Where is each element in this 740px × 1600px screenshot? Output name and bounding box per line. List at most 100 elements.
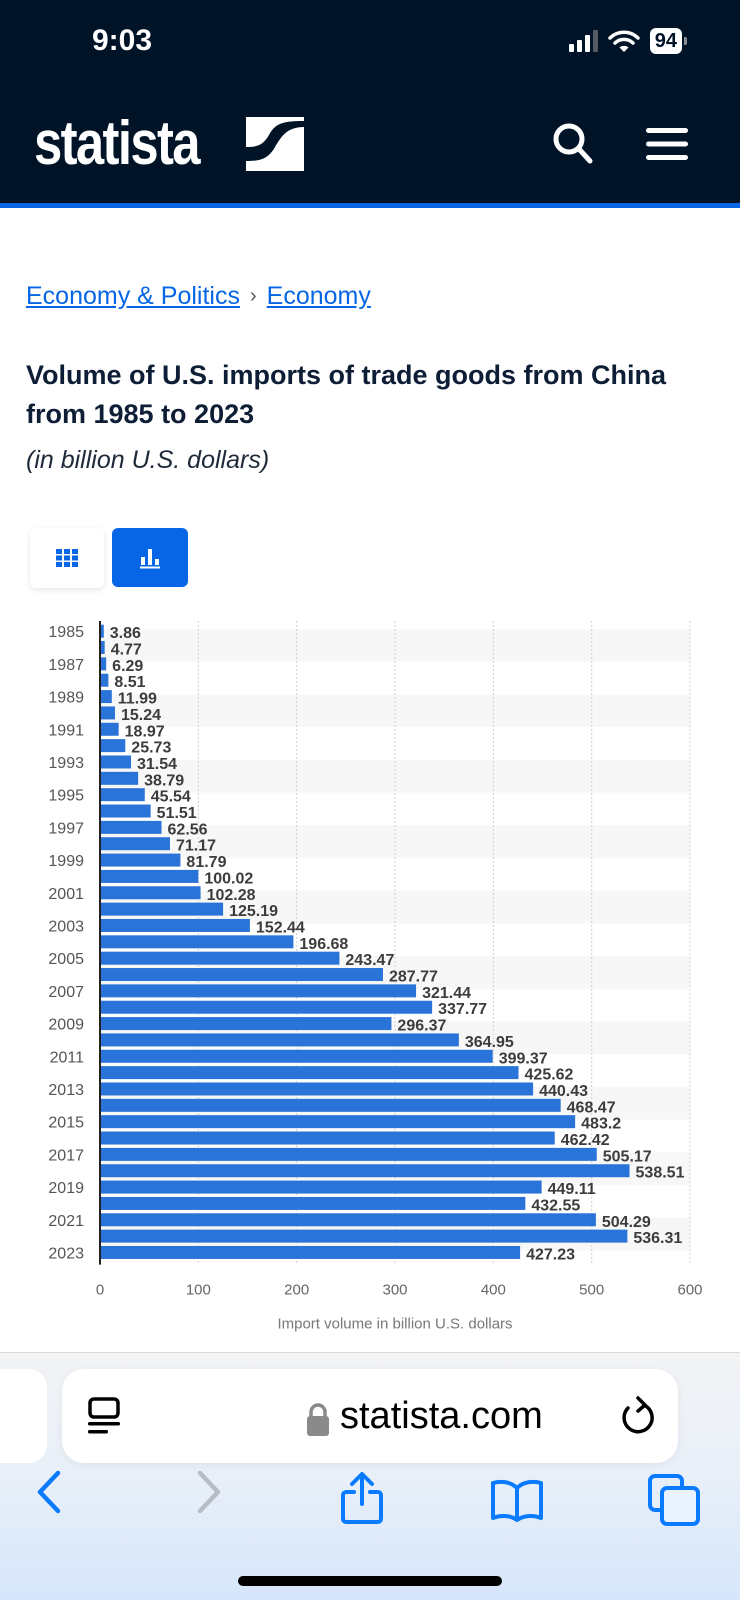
bar xyxy=(100,1000,433,1014)
tabs-icon[interactable] xyxy=(648,1474,700,1526)
breadcrumb-economy[interactable]: Economy xyxy=(266,282,371,310)
bar xyxy=(100,624,104,638)
table-view-button[interactable] xyxy=(30,528,104,588)
address-bar[interactable]: statista.com xyxy=(62,1369,678,1463)
value-label: 504.29 xyxy=(602,1214,651,1231)
year-label: 2013 xyxy=(48,1082,84,1099)
value-label: 364.95 xyxy=(465,1034,514,1051)
bar xyxy=(100,1164,630,1178)
bar xyxy=(100,641,105,655)
value-label: 337.77 xyxy=(438,1001,487,1018)
breadcrumb-economy-politics[interactable]: Economy & Politics xyxy=(26,282,240,310)
bar xyxy=(100,1245,521,1259)
bar xyxy=(100,935,294,949)
breadcrumb-separator: › xyxy=(249,285,257,307)
year-label: 2009 xyxy=(48,1017,84,1034)
year-label: 2011 xyxy=(50,1049,85,1066)
bar xyxy=(100,1180,542,1194)
chart-view-button[interactable] xyxy=(112,528,188,587)
year-label: 1997 xyxy=(48,820,84,837)
year-label: 1989 xyxy=(48,690,84,707)
previous-tab-preview[interactable] xyxy=(0,1369,47,1463)
value-label: 432.55 xyxy=(531,1197,580,1214)
forward-icon[interactable] xyxy=(194,1470,224,1514)
browser-toolbar: statista.com xyxy=(0,1352,740,1600)
value-label: 505.17 xyxy=(603,1148,652,1165)
value-label: 100.02 xyxy=(204,870,253,887)
search-icon[interactable] xyxy=(550,120,596,166)
bar xyxy=(100,1049,493,1063)
statista-logo[interactable]: statista xyxy=(34,108,304,179)
bar xyxy=(100,951,340,965)
value-label: 427.23 xyxy=(526,1246,575,1263)
signal-icon xyxy=(568,30,598,52)
year-label: 2005 xyxy=(48,951,84,968)
bar-chart-icon xyxy=(140,548,160,568)
bar xyxy=(100,788,145,802)
value-label: 71.17 xyxy=(176,838,216,855)
bar xyxy=(100,918,250,932)
bar xyxy=(100,673,109,687)
bookmarks-icon[interactable] xyxy=(490,1478,544,1522)
bar xyxy=(100,1147,597,1161)
value-label: 51.51 xyxy=(157,805,197,822)
breadcrumb: Economy & Politics › Economy xyxy=(26,282,371,311)
x-tick-label: 600 xyxy=(677,1282,702,1299)
home-indicator xyxy=(238,1576,502,1586)
back-icon[interactable] xyxy=(34,1470,64,1514)
status-icons: 94 xyxy=(568,28,688,54)
x-tick-label: 500 xyxy=(579,1282,604,1299)
value-label: 538.51 xyxy=(636,1165,685,1182)
year-label: 2023 xyxy=(48,1245,84,1262)
value-label: 18.97 xyxy=(125,723,165,740)
value-label: 8.51 xyxy=(114,674,145,691)
value-label: 152.44 xyxy=(256,919,305,936)
year-label: 1985 xyxy=(48,624,84,641)
x-axis-title: Import volume in billion U.S. dollars xyxy=(277,1316,512,1333)
bar xyxy=(100,853,181,867)
value-label: 321.44 xyxy=(422,985,471,1002)
reader-icon[interactable] xyxy=(86,1397,122,1437)
bar xyxy=(100,722,119,736)
year-label: 2021 xyxy=(48,1213,84,1230)
value-label: 483.2 xyxy=(581,1116,621,1133)
bar xyxy=(100,902,224,916)
value-label: 15.24 xyxy=(121,707,161,724)
lock-icon xyxy=(307,1403,329,1436)
reload-icon[interactable] xyxy=(618,1395,658,1437)
bar xyxy=(100,837,170,851)
year-label: 2001 xyxy=(48,886,84,903)
year-label: 1995 xyxy=(48,788,84,805)
value-label: 38.79 xyxy=(144,772,184,789)
bar xyxy=(100,690,112,704)
site-header: 9:03 94 statista xyxy=(0,0,740,208)
bar xyxy=(100,820,162,834)
bar xyxy=(100,1017,392,1031)
value-label: 536.31 xyxy=(633,1230,682,1247)
value-label: 468.47 xyxy=(567,1099,616,1116)
bar xyxy=(100,706,115,720)
value-label: 4.77 xyxy=(111,642,142,659)
bar-chart: 3.864.776.298.5111.9915.2418.9725.7331.5… xyxy=(48,621,703,1333)
url-text[interactable]: statista.com xyxy=(340,1395,543,1437)
share-icon[interactable] xyxy=(340,1472,384,1524)
x-tick-label: 200 xyxy=(284,1282,309,1299)
value-label: 125.19 xyxy=(229,903,278,920)
menu-icon[interactable] xyxy=(644,124,690,164)
bar xyxy=(100,1115,576,1129)
value-label: 81.79 xyxy=(186,854,226,871)
bar xyxy=(100,1082,534,1096)
bar xyxy=(100,1196,526,1210)
bar xyxy=(100,771,139,785)
value-label: 3.86 xyxy=(110,625,141,642)
year-label: 2007 xyxy=(48,984,84,1001)
bar xyxy=(100,1131,555,1145)
bar xyxy=(100,1098,561,1112)
logo-mark-icon xyxy=(246,116,304,171)
wifi-icon xyxy=(608,30,640,52)
value-label: 296.37 xyxy=(397,1018,446,1035)
grid-icon xyxy=(56,549,78,567)
status-time: 9:03 xyxy=(92,24,153,57)
logo-text: statista xyxy=(34,109,201,178)
year-label: 2003 xyxy=(48,918,84,935)
